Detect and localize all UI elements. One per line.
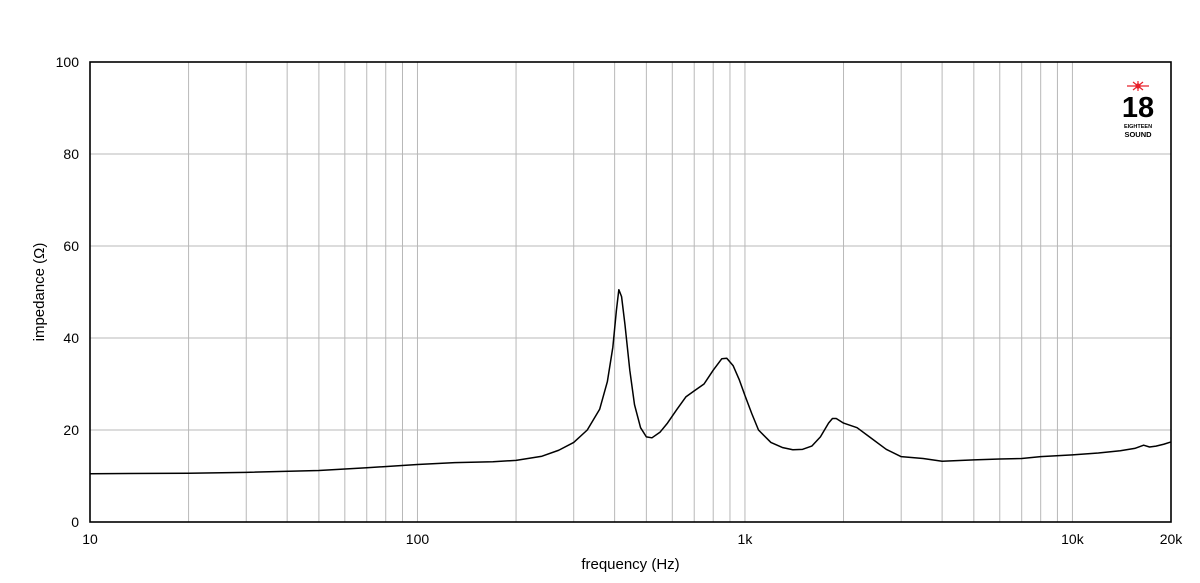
y-tick-label: 40 bbox=[63, 330, 79, 346]
x-tick-labels: 10 100 1k 10k 20k bbox=[82, 531, 1183, 547]
logo-line1: EIGHTEEN bbox=[1124, 124, 1152, 130]
star-icon bbox=[1127, 81, 1149, 91]
horizontal-grid bbox=[90, 153, 1171, 431]
x-tick-label: 100 bbox=[406, 531, 430, 547]
logo-number: 18 bbox=[1122, 92, 1154, 124]
x-tick-label: 10k bbox=[1061, 531, 1085, 547]
y-axis-label: impedance (Ω) bbox=[31, 243, 48, 342]
eighteen-sound-logo: 18 EIGHTEEN SOUND bbox=[1122, 81, 1154, 139]
y-tick-label: 20 bbox=[63, 422, 79, 438]
x-axis-label: frequency (Hz) bbox=[581, 556, 679, 573]
x-tick-label: 10 bbox=[82, 531, 98, 547]
logo-line2: SOUND bbox=[1124, 130, 1152, 139]
y-tick-label: 100 bbox=[56, 54, 80, 70]
plot-frame bbox=[89, 61, 1172, 523]
vertical-grid bbox=[188, 62, 1073, 522]
y-tick-label: 0 bbox=[71, 514, 79, 530]
y-tick-label: 60 bbox=[63, 238, 79, 254]
y-tick-label: 80 bbox=[63, 146, 79, 162]
x-tick-label: 1k bbox=[738, 531, 754, 547]
x-tick-label: 20k bbox=[1160, 531, 1184, 547]
y-tick-labels: 0 20 40 60 80 100 bbox=[56, 54, 80, 530]
impedance-curve bbox=[89, 288, 1172, 475]
